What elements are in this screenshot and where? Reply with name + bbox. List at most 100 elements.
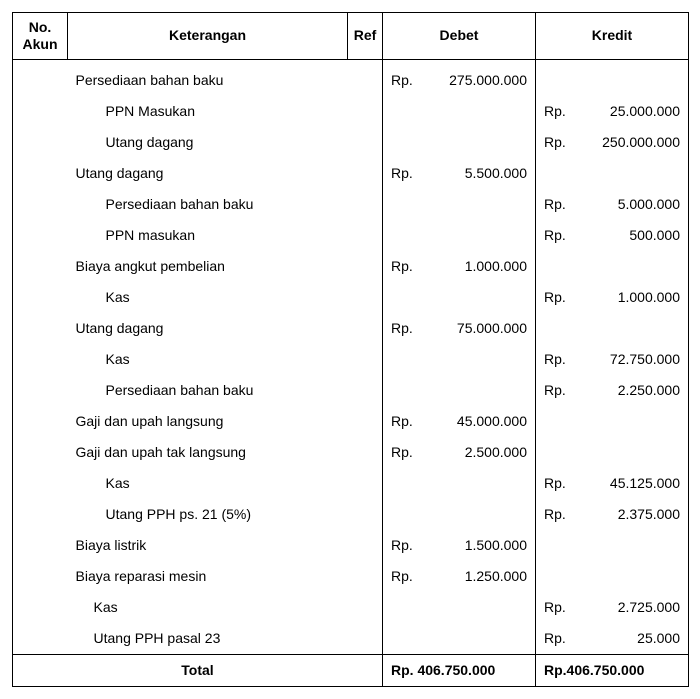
cell-keterangan: Utang PPH pasal 23 xyxy=(68,623,348,655)
cell-kredit xyxy=(536,59,689,96)
cell-no-akun xyxy=(13,437,68,468)
cell-ref xyxy=(348,623,383,655)
cell-ref xyxy=(348,592,383,623)
cell-kredit xyxy=(536,158,689,189)
cell-keterangan: Gaji dan upah tak langsung xyxy=(68,437,348,468)
cell-debet: Rp.275.000.000 xyxy=(383,59,536,96)
cell-ref xyxy=(348,313,383,344)
cell-debet xyxy=(383,189,536,220)
cell-ref xyxy=(348,344,383,375)
cell-no-akun xyxy=(13,344,68,375)
cell-no-akun xyxy=(13,251,68,282)
cell-kredit: Rp.2.250.000 xyxy=(536,375,689,406)
cell-kredit xyxy=(536,313,689,344)
cell-keterangan: Biaya reparasi mesin xyxy=(68,561,348,592)
cell-ref xyxy=(348,437,383,468)
cell-kredit xyxy=(536,561,689,592)
cell-ref xyxy=(348,220,383,251)
cell-no-akun xyxy=(13,59,68,96)
cell-ref xyxy=(348,468,383,499)
cell-debet: Rp.75.000.000 xyxy=(383,313,536,344)
cell-keterangan: PPN Masukan xyxy=(68,96,348,127)
cell-kredit: Rp.5.000.000 xyxy=(536,189,689,220)
table-row: KasRp.45.125.000 xyxy=(13,468,689,499)
col-header-no-akun: No. Akun xyxy=(13,13,68,60)
cell-debet xyxy=(383,375,536,406)
cell-no-akun xyxy=(13,220,68,251)
cell-no-akun xyxy=(13,406,68,437)
cell-debet xyxy=(383,282,536,313)
cell-no-akun xyxy=(13,313,68,344)
table-row: Biaya angkut pembelianRp.1.000.000 xyxy=(13,251,689,282)
table-row: Persediaan bahan baku Rp.275.000.000 xyxy=(13,59,689,96)
cell-kredit: Rp.2.375.000 xyxy=(536,499,689,530)
cell-kredit: Rp.250.000.000 xyxy=(536,127,689,158)
cell-no-akun xyxy=(13,468,68,499)
table-row: Gaji dan upah tak langsung Rp.2.500.000 xyxy=(13,437,689,468)
cell-ref xyxy=(348,499,383,530)
cell-kredit xyxy=(536,437,689,468)
cell-debet xyxy=(383,127,536,158)
cell-no-akun xyxy=(13,96,68,127)
table-row: PPN masukan Rp.500.000 xyxy=(13,220,689,251)
cell-keterangan: Persediaan bahan baku xyxy=(68,375,348,406)
cell-kredit: Rp.45.125.000 xyxy=(536,468,689,499)
table-row: Biaya listrik Rp.1.500.000 xyxy=(13,530,689,561)
cell-debet xyxy=(383,468,536,499)
cell-no-akun xyxy=(13,127,68,158)
cell-no-akun xyxy=(13,499,68,530)
table-row: Utang dagang Rp.75.000.000 xyxy=(13,313,689,344)
cell-debet: Rp.1.250.000 xyxy=(383,561,536,592)
table-row: KasRp.1.000.000 xyxy=(13,282,689,313)
table-row: Utang PPH ps. 21 (5%) Rp.2.375.000 xyxy=(13,499,689,530)
cell-keterangan: Utang PPH ps. 21 (5%) xyxy=(68,499,348,530)
cell-ref xyxy=(348,189,383,220)
cell-kredit: Rp.25.000 xyxy=(536,623,689,655)
table-row: Utang dagangRp.250.000.000 xyxy=(13,127,689,158)
cell-ref xyxy=(348,158,383,189)
cell-no-akun xyxy=(13,158,68,189)
cell-kredit: Rp.500.000 xyxy=(536,220,689,251)
cell-kredit xyxy=(536,251,689,282)
cell-no-akun xyxy=(13,282,68,313)
cell-no-akun xyxy=(13,623,68,655)
cell-keterangan: PPN masukan xyxy=(68,220,348,251)
cell-ref xyxy=(348,375,383,406)
cell-debet: Rp.1.500.000 xyxy=(383,530,536,561)
table-row: Utang PPH pasal 23 Rp.25.000 xyxy=(13,623,689,655)
table-row: Kas Rp.72.750.000 xyxy=(13,344,689,375)
cell-ref xyxy=(348,406,383,437)
cell-kredit: Rp.1.000.000 xyxy=(536,282,689,313)
cell-debet xyxy=(383,592,536,623)
cell-ref xyxy=(348,530,383,561)
cell-debet xyxy=(383,499,536,530)
cell-keterangan: Biaya angkut pembelian xyxy=(68,251,348,282)
cell-keterangan: Gaji dan upah langsung xyxy=(68,406,348,437)
total-label: Total xyxy=(13,654,383,686)
cell-ref xyxy=(348,251,383,282)
cell-debet xyxy=(383,344,536,375)
table-footer: Total Rp. 406.750.000 Rp.406.750.000 xyxy=(13,654,689,686)
table-header: No. Akun Keterangan Ref Debet Kredit xyxy=(13,13,689,60)
col-header-keterangan: Keterangan xyxy=(68,13,348,60)
cell-ref xyxy=(348,561,383,592)
cell-no-akun xyxy=(13,375,68,406)
cell-keterangan: Utang dagang xyxy=(68,313,348,344)
total-debet: Rp. 406.750.000 xyxy=(383,654,536,686)
cell-debet xyxy=(383,96,536,127)
cell-debet: Rp.45.000.000 xyxy=(383,406,536,437)
cell-keterangan: Biaya listrik xyxy=(68,530,348,561)
cell-debet: Rp.2.500.000 xyxy=(383,437,536,468)
cell-keterangan: Persediaan bahan baku xyxy=(68,59,348,96)
cell-ref xyxy=(348,282,383,313)
table-row: PPN MasukanRp.25.000.000 xyxy=(13,96,689,127)
col-header-kredit: Kredit xyxy=(536,13,689,60)
cell-kredit: Rp.2.725.000 xyxy=(536,592,689,623)
cell-keterangan: Kas xyxy=(68,344,348,375)
cell-kredit: Rp.72.750.000 xyxy=(536,344,689,375)
cell-debet xyxy=(383,220,536,251)
cell-kredit xyxy=(536,406,689,437)
table-row: KasRp.2.725.000 xyxy=(13,592,689,623)
table-body: Persediaan bahan bakuRp.275.000.000PPN M… xyxy=(13,59,689,654)
table-row: Gaji dan upah langsung Rp.45.000.000 xyxy=(13,406,689,437)
